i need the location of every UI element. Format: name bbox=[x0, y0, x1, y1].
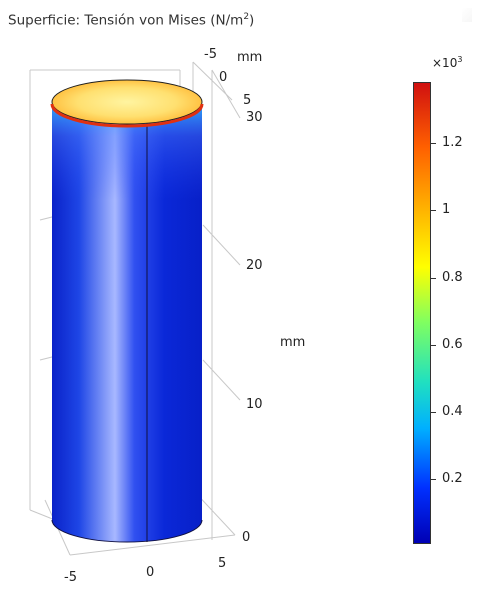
title-text: Superficie: Tensión von Mises (N/m bbox=[8, 12, 244, 29]
colorbar-tick bbox=[431, 210, 436, 211]
cylinder-surface bbox=[52, 102, 202, 542]
z-tick-20: 20 bbox=[246, 258, 263, 273]
colorbar-tick bbox=[431, 412, 436, 413]
colorbar-tick bbox=[431, 345, 436, 346]
x-tick-5: 5 bbox=[218, 556, 227, 571]
colorbar-tick bbox=[431, 479, 436, 480]
title-suffix: ) bbox=[249, 12, 255, 29]
z-unit-label: mm bbox=[280, 335, 306, 350]
x-tick-neg5: -5 bbox=[64, 570, 77, 585]
cylinder-top-cap bbox=[51, 79, 203, 125]
window-corner-mark bbox=[462, 8, 472, 22]
cylinder-top-gradient bbox=[52, 102, 202, 200]
top-unit-label: mm bbox=[237, 50, 263, 65]
colorbar-tick bbox=[431, 278, 436, 279]
colorbar-label-0-6: 0.6 bbox=[442, 337, 463, 352]
z-tick-0: 0 bbox=[242, 530, 251, 545]
cylinder-bottom-edge bbox=[51, 519, 203, 543]
x-tick-0: 0 bbox=[146, 565, 155, 580]
plot-title: Superficie: Tensión von Mises (N/m2) bbox=[8, 12, 254, 29]
colorbar-tick bbox=[431, 143, 436, 144]
top-tick-neg5: -5 bbox=[204, 47, 217, 62]
top-tick-5: 5 bbox=[243, 93, 252, 108]
colorbar-label-0-8: 0.8 bbox=[442, 270, 463, 285]
colorbar-multiplier: ×103 bbox=[432, 55, 463, 70]
top-tick-0: 0 bbox=[219, 70, 228, 85]
colorbar-label-1-2: 1.2 bbox=[442, 135, 463, 150]
z-tick-10: 10 bbox=[246, 397, 263, 412]
colorbar bbox=[413, 82, 431, 544]
title-exponent: 2 bbox=[243, 12, 250, 22]
cap-rim-stress bbox=[50, 103, 204, 128]
colorbar-label-0-2: 0.2 bbox=[442, 471, 463, 486]
colorbar-label-1: 1 bbox=[442, 202, 451, 217]
z-tick-30: 30 bbox=[246, 110, 263, 125]
colorbar-label-0-4: 0.4 bbox=[442, 404, 463, 419]
